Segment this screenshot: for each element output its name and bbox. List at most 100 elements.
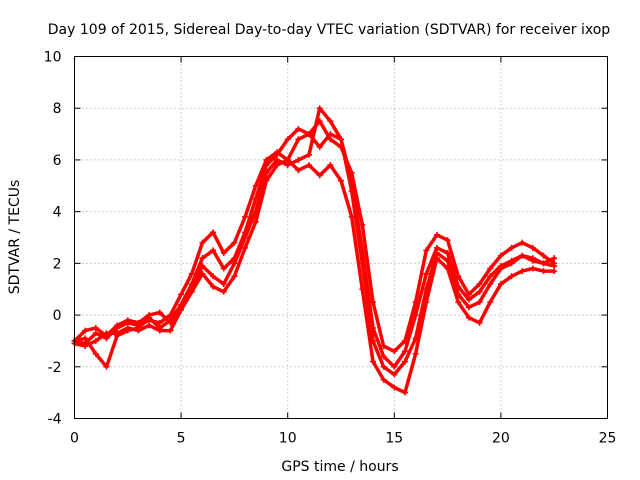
data-point <box>210 247 217 254</box>
data-point <box>306 151 313 158</box>
data-point <box>465 296 472 303</box>
data-point <box>242 234 249 241</box>
data-point <box>199 239 206 246</box>
data-point <box>199 262 206 269</box>
data-point <box>210 229 217 236</box>
data-point <box>167 319 174 326</box>
data-point <box>529 257 536 264</box>
data-point <box>401 358 408 365</box>
x-axis-label: GPS time / hours <box>281 459 398 475</box>
y-tick-label: 2 <box>53 256 62 272</box>
data-point <box>380 353 387 360</box>
data-point <box>316 105 323 112</box>
data-point <box>295 136 302 143</box>
data-point <box>242 213 249 220</box>
data-point <box>455 291 462 298</box>
y-tick-label: 10 <box>44 50 62 66</box>
data-point <box>135 327 142 334</box>
data-point <box>92 337 99 344</box>
data-point <box>465 314 472 321</box>
data-point <box>380 343 387 350</box>
x-tick-label: 15 <box>385 431 403 447</box>
data-point <box>348 187 355 194</box>
data-point <box>338 136 344 143</box>
data-point <box>156 327 163 334</box>
data-point <box>284 136 291 143</box>
data-point <box>423 270 430 277</box>
chart-title: Day 109 of 2015, Sidereal Day-to-day VTE… <box>48 22 611 38</box>
data-point <box>220 250 227 257</box>
data-point <box>188 286 195 293</box>
data-point <box>114 322 121 329</box>
y-tick-label: 8 <box>53 101 62 117</box>
data-point <box>444 257 451 264</box>
data-point <box>263 162 270 169</box>
data-point <box>306 162 313 169</box>
data-point <box>476 288 483 295</box>
data-point <box>114 330 121 337</box>
data-point <box>465 304 472 311</box>
data-point <box>220 265 227 272</box>
data-point <box>82 335 89 342</box>
data-point <box>231 273 238 280</box>
data-point <box>220 281 227 288</box>
data-point <box>348 213 355 220</box>
y-tick-label: -4 <box>48 412 62 428</box>
data-point <box>103 363 110 370</box>
data-point <box>380 363 387 370</box>
data-point <box>135 319 142 326</box>
data-point <box>508 273 515 280</box>
data-point <box>167 327 174 334</box>
data-point <box>497 281 504 288</box>
data-point <box>444 250 451 257</box>
y-tick-label: -2 <box>48 360 62 376</box>
data-point <box>82 343 89 350</box>
data-point <box>359 260 366 267</box>
data-point <box>369 358 376 365</box>
data-point <box>487 273 494 280</box>
data-point <box>369 337 376 344</box>
data-point <box>156 319 163 326</box>
series-markers-track-4 <box>71 105 558 378</box>
data-point <box>231 239 238 246</box>
data-point <box>124 325 131 331</box>
data-point <box>497 252 504 259</box>
data-point <box>423 247 430 254</box>
data-point <box>327 162 334 169</box>
data-point <box>401 389 408 396</box>
data-point <box>263 169 270 176</box>
data-point <box>338 177 344 184</box>
data-point <box>519 239 526 246</box>
series-markers-track-2 <box>71 125 558 370</box>
data-point <box>295 167 302 174</box>
data-point <box>487 281 494 288</box>
data-point <box>178 304 185 311</box>
data-point <box>487 265 494 272</box>
series-line-track-3 <box>72 158 556 395</box>
series-markers-track-3 <box>71 156 558 396</box>
data-point <box>359 221 366 228</box>
data-point <box>433 244 440 251</box>
x-tick-label: 20 <box>492 431 510 447</box>
data-point <box>252 218 259 225</box>
data-point <box>210 283 217 290</box>
data-point <box>551 262 558 269</box>
data-point <box>295 125 302 132</box>
data-point <box>327 131 334 138</box>
data-point <box>274 151 281 158</box>
data-point <box>412 335 419 342</box>
data-point <box>92 350 99 357</box>
data-point <box>487 299 494 306</box>
y-tick-label: 4 <box>53 205 62 221</box>
data-point <box>124 317 131 324</box>
data-point <box>444 237 451 244</box>
data-point <box>455 299 462 306</box>
data-point <box>508 244 515 251</box>
data-point <box>508 260 515 267</box>
series-line-track-4 <box>72 106 556 377</box>
data-point <box>316 172 323 179</box>
data-point <box>252 182 259 189</box>
data-point <box>529 265 536 272</box>
data-point <box>274 162 281 169</box>
data-point <box>156 309 163 316</box>
